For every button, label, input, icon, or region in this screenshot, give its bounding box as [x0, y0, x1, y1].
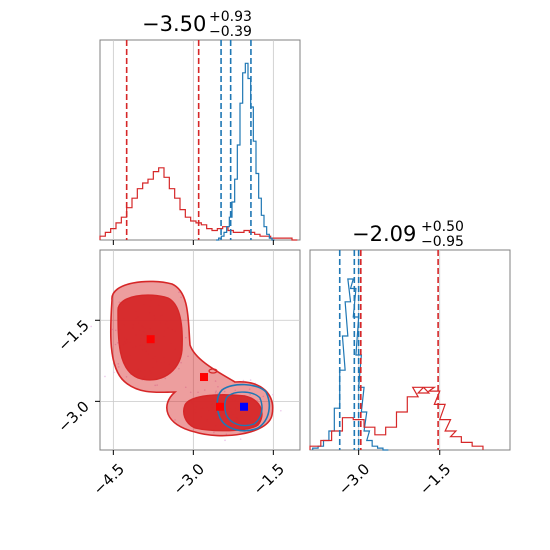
scatter-point — [215, 390, 217, 392]
scatter-point — [197, 391, 199, 394]
scatter-point — [178, 291, 180, 294]
scatter-point — [249, 379, 252, 381]
scatter-point — [116, 342, 119, 344]
point-marker-red — [200, 373, 208, 382]
scatter-point — [114, 343, 117, 346]
scatter-point — [117, 366, 120, 368]
scatter-point — [242, 379, 245, 382]
scatter-point — [248, 388, 251, 391]
scatter-point — [203, 389, 206, 391]
joint-content — [90, 250, 300, 450]
marginal-param2-frame — [309, 249, 511, 451]
marginal-param1-title-plus: +0.93 — [209, 9, 252, 25]
scatter-point — [249, 393, 251, 396]
scatter-point — [189, 391, 192, 394]
scatter-point — [113, 371, 115, 374]
joint-frame — [99, 249, 301, 451]
contour-blue-inner — [223, 391, 263, 427]
scatter-point — [156, 384, 158, 386]
scatter-point — [256, 399, 258, 402]
scatter-point — [184, 386, 187, 389]
y-tick-label: −3.0 — [54, 397, 92, 435]
scatter-point — [217, 385, 219, 388]
x-tick-label: −4.5 — [90, 460, 128, 498]
scatter-point — [213, 431, 215, 434]
marginal-param2-content — [309, 250, 484, 451]
histogram-series-red — [99, 167, 298, 241]
scatter-point — [111, 328, 114, 331]
marginal-param2-title-plus: +0.50 — [421, 219, 464, 235]
contour-small-red — [208, 368, 218, 374]
histogram-series-blue — [216, 62, 275, 241]
scatter-point — [214, 380, 217, 382]
scatter-point — [234, 389, 237, 392]
scatter-point — [154, 384, 156, 387]
marginal-param2-title-minus: −0.95 — [421, 234, 464, 250]
scatter-point — [180, 296, 182, 299]
histogram-series-red — [309, 386, 484, 450]
point-marker-red — [216, 402, 224, 411]
x-tick-label: −1.5 — [416, 460, 454, 498]
point-marker-red — [146, 335, 155, 344]
scatter-point — [174, 419, 176, 421]
x-tick-label: −3.0 — [335, 460, 373, 498]
scatter-point — [117, 363, 120, 365]
scatter-point — [280, 409, 282, 412]
scatter-point — [125, 375, 128, 378]
scatter-point — [90, 325, 92, 328]
scatter-point — [164, 377, 167, 380]
scatter-point — [178, 367, 180, 370]
scatter-point — [187, 355, 189, 358]
marginal-param2-title-median: −2.09 — [352, 222, 416, 246]
scatter-point — [239, 438, 242, 440]
marginal-param1-frame — [99, 39, 301, 241]
x-tick-label: −1.5 — [250, 460, 288, 498]
point-marker-blue — [240, 402, 248, 411]
scatter-point — [223, 390, 226, 393]
scatter-point — [185, 336, 187, 339]
marginal-param1-content — [99, 40, 298, 241]
marginal-param1-title-median: −3.50 — [142, 12, 206, 36]
scatter-point — [217, 392, 219, 395]
scatter-point — [104, 375, 106, 378]
scatter-point — [180, 361, 182, 364]
scatter-point — [118, 301, 121, 303]
x-tick-label: −3.0 — [170, 460, 208, 498]
histogram-series-blue — [312, 278, 389, 451]
scatter-point — [262, 395, 265, 398]
scatter-point — [114, 329, 117, 332]
scatter-point — [225, 433, 228, 436]
tick-layer: −4.5 −3.0 −1.5 −1.5 −3.0 −3.0 −1.5 — [54, 240, 454, 499]
scatter-point — [224, 439, 226, 442]
scatter-point — [214, 391, 217, 394]
y-tick-label: −1.5 — [54, 316, 92, 354]
scatter-point — [272, 393, 274, 396]
marginal-param1-title-minus: −0.39 — [209, 24, 252, 40]
